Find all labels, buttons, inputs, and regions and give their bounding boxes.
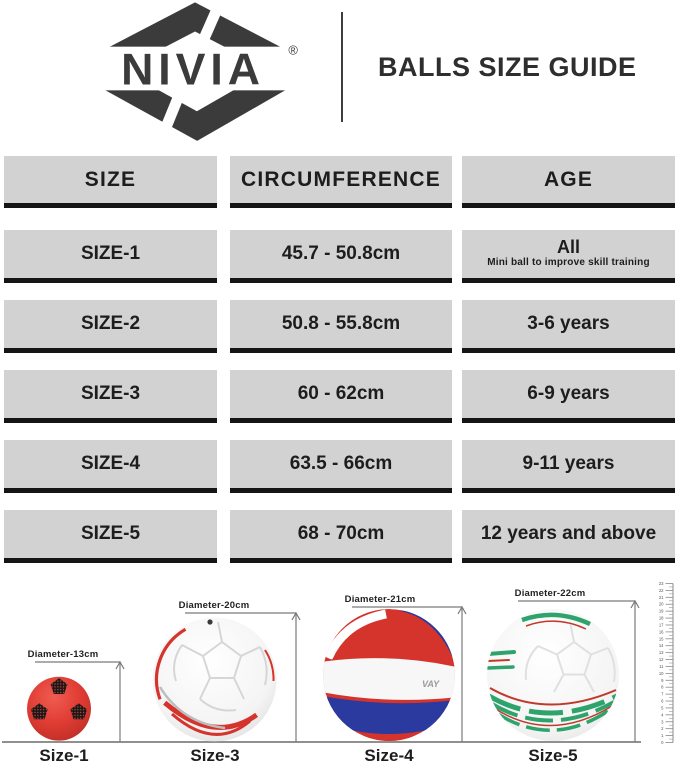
cell-size-1: SIZE-1: [4, 230, 217, 283]
size-label-size5: Size-5: [528, 746, 578, 764]
svg-text:8: 8: [661, 685, 664, 690]
ball-size5-football: [487, 609, 619, 741]
ball-size3-football: [152, 617, 277, 742]
cell-size-5: SIZE-5: [4, 510, 217, 563]
svg-text:1: 1: [661, 733, 664, 738]
size-label-size1: Size-1: [39, 746, 89, 764]
svg-text:20: 20: [659, 602, 664, 607]
column-header-size: SIZE: [4, 156, 217, 208]
diameter-label-size1: Diameter-13cm: [27, 649, 99, 660]
dimension-arrow-size5: [518, 599, 640, 742]
column-header-circumference: CIRCUMFERENCE: [230, 156, 452, 208]
svg-text:9: 9: [661, 678, 664, 683]
table-row: SIZE-1 45.7 - 50.8cm All Mini ball to im…: [4, 230, 679, 283]
cell-age-1: All Mini ball to improve skill training: [462, 230, 675, 283]
dimension-arrow-size3: [185, 611, 301, 742]
table-row: SIZE-3 60 - 62cm 6-9 years: [4, 370, 679, 423]
dimension-arrow-size4: [352, 605, 467, 742]
cell-circumference-4: 63.5 - 66cm: [230, 440, 452, 493]
svg-text:12: 12: [659, 657, 664, 662]
ball-size-comparison: 0 1 2 3 4 5 6 7 8 9 10 11 12 13 14 15 16 17 18 19 20 21 22 23: [0, 574, 679, 764]
cell-size-3: SIZE-3: [4, 370, 217, 423]
size-label-size3: Size-3: [190, 746, 240, 764]
cell-age-5: 12 years and above: [462, 510, 675, 563]
svg-text:7: 7: [661, 692, 664, 697]
svg-text:5: 5: [661, 705, 664, 710]
svg-text:3: 3: [661, 719, 664, 724]
svg-text:17: 17: [659, 622, 664, 627]
size-table: SIZE CIRCUMFERENCE AGE SIZE-1 45.7 - 50.…: [0, 156, 679, 580]
svg-text:15: 15: [659, 636, 664, 641]
cell-circumference-2: 50.8 - 55.8cm: [230, 300, 452, 353]
cell-circumference-1: 45.7 - 50.8cm: [230, 230, 452, 283]
nivia-logo-diamond: [87, 2, 309, 141]
svg-text:14: 14: [659, 643, 664, 648]
size-label-size4: Size-4: [364, 746, 414, 764]
cell-circumference-5: 68 - 70cm: [230, 510, 452, 563]
svg-text:0: 0: [661, 740, 664, 745]
cell-age-4: 9-11 years: [462, 440, 675, 493]
table-row: SIZE-5 68 - 70cm 12 years and above: [4, 510, 679, 563]
age-value: All: [556, 237, 580, 258]
ball-size4-volleyball: VAY: [323, 609, 455, 741]
svg-text:10: 10: [659, 671, 664, 676]
registered-trademark-icon: ®: [288, 43, 298, 58]
volleyball-brand-text: VAY: [422, 679, 440, 689]
column-header-age: AGE: [462, 156, 675, 208]
nivia-wordmark: NIVIA: [121, 45, 265, 94]
header-divider: [341, 12, 343, 122]
svg-text:6: 6: [661, 699, 664, 704]
diameter-label-size5: Diameter-22cm: [514, 588, 586, 599]
cell-circumference-3: 60 - 62cm: [230, 370, 452, 423]
cell-size-4: SIZE-4: [4, 440, 217, 493]
table-row: SIZE-2 50.8 - 55.8cm 3-6 years: [4, 300, 679, 353]
svg-text:19: 19: [659, 609, 664, 614]
svg-text:16: 16: [659, 629, 664, 634]
cell-age-3: 6-9 years: [462, 370, 675, 423]
cell-size-2: SIZE-2: [4, 300, 217, 353]
svg-text:13: 13: [659, 650, 664, 655]
diameter-label-size4: Diameter-21cm: [344, 594, 416, 605]
svg-text:2: 2: [661, 726, 664, 731]
page-title: BALLS SIZE GUIDE: [378, 52, 637, 82]
svg-text:23: 23: [659, 581, 664, 586]
table-row: SIZE-4 63.5 - 66cm 9-11 years: [4, 440, 679, 493]
diameter-label-size3: Diameter-20cm: [178, 600, 250, 611]
svg-text:4: 4: [661, 712, 664, 717]
cell-age-2: 3-6 years: [462, 300, 675, 353]
svg-text:11: 11: [659, 664, 664, 669]
svg-text:21: 21: [659, 595, 664, 600]
svg-text:22: 22: [659, 588, 664, 593]
dimension-arrow-size1: [35, 660, 125, 742]
ball-size1-mini: [27, 676, 91, 741]
svg-text:18: 18: [659, 616, 664, 621]
age-note: Mini ball to improve skill training: [487, 257, 650, 269]
table-header-row: SIZE CIRCUMFERENCE AGE: [4, 156, 679, 208]
nivia-logo: NIVIA ®: [87, 2, 309, 141]
